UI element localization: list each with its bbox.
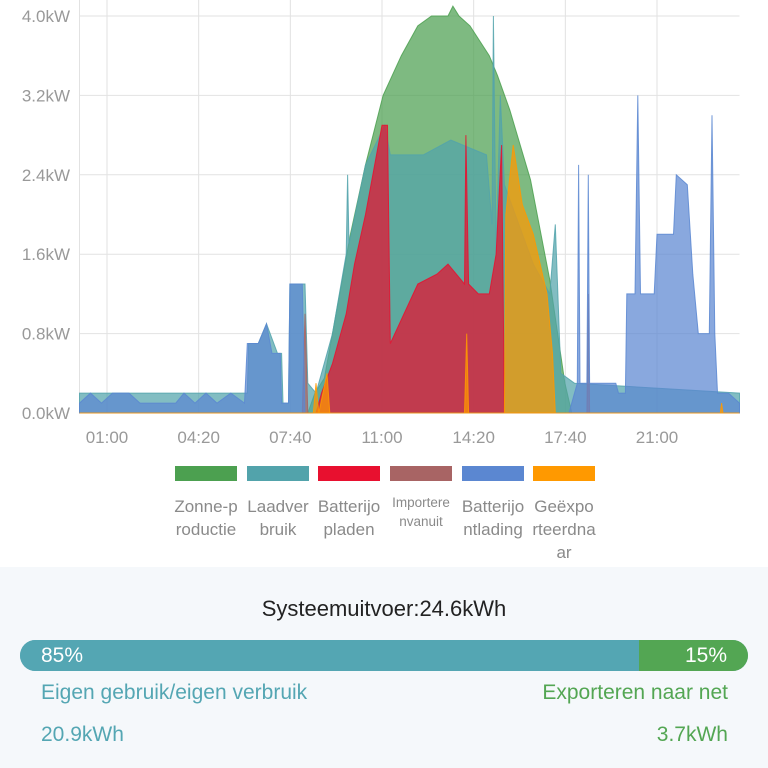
- x-axis: 01:00 04:20 07:40 11:00 14:20 17:40 21:00: [86, 428, 679, 447]
- legend-swatch: [318, 466, 380, 481]
- y-tick-label: 0.0kW: [22, 404, 70, 423]
- legend-label: Batterijontlading: [461, 497, 525, 539]
- export-percent: 15%: [684, 644, 727, 667]
- series-area-batterij-opladen: [79, 124, 740, 414]
- y-tick-label: 4.0kW: [22, 7, 70, 26]
- x-tick-label: 04:20: [177, 428, 220, 447]
- y-tick-label: 0.8kW: [22, 325, 70, 344]
- y-tick-label: 3.2kW: [22, 86, 70, 105]
- series-area-batterijontlading: [79, 95, 740, 414]
- system-output-title: Systeemuitvoer:24.6kWh: [261, 596, 507, 621]
- legend-swatch: [462, 466, 524, 481]
- legend-label: Importerenvanuit: [392, 495, 450, 529]
- x-tick-label: 07:40: [269, 428, 312, 447]
- power-chart: 0.0kW 0.8kW 1.6kW 2.4kW 3.2kW 4.0kW 01:00 04:2…: [22, 0, 740, 447]
- legend-item-export[interactable]: Geëxporteerdnaar: [528, 466, 600, 564]
- y-tick-label: 1.6kW: [22, 245, 70, 264]
- legend-item-battery-discharge[interactable]: Batterijontlading: [457, 466, 529, 541]
- x-tick-label: 17:40: [544, 428, 587, 447]
- legend-swatch: [175, 466, 237, 481]
- series-areas: [79, 5, 740, 414]
- legend-item-solar[interactable]: Zonne-productie: [170, 466, 242, 541]
- legend: Zonne-productie Laadverbruik Batterijopl…: [0, 466, 768, 566]
- legend-swatch: [390, 466, 452, 481]
- legend-item-import[interactable]: Importerenvanuit: [385, 466, 457, 531]
- series-area-ge-xporteerd-naar: [79, 144, 740, 414]
- self-use-percent: 85%: [41, 644, 84, 667]
- legend-item-load[interactable]: Laadverbruik: [242, 466, 314, 541]
- self-use-label: Eigen gebruik/eigen verbruik: [41, 681, 308, 704]
- legend-label: Batterijopladen: [317, 497, 381, 539]
- x-tick-label: 21:00: [636, 428, 679, 447]
- usage-ratio-bar: 85% 15%: [20, 640, 748, 671]
- x-tick-label: 11:00: [361, 428, 402, 447]
- y-axis: 0.0kW 0.8kW 1.6kW 2.4kW 3.2kW 4.0kW: [22, 7, 70, 423]
- legend-swatch: [533, 466, 595, 481]
- export-segment: [638, 640, 748, 671]
- summary-panel: Systeemuitvoer:24.6kWh 85% 15% Eigen geb…: [0, 567, 768, 768]
- legend-swatch: [247, 466, 309, 481]
- export-value: 3.7kWh: [656, 723, 728, 746]
- x-tick-label: 14:20: [452, 428, 495, 447]
- x-tick-label: 01:00: [86, 428, 129, 447]
- export-label: Exporteren naar net: [542, 681, 728, 704]
- self-use-segment: [20, 640, 639, 671]
- legend-label: Zonne-productie: [174, 497, 238, 539]
- self-use-value: 20.9kWh: [41, 723, 124, 746]
- y-tick-label: 2.4kW: [22, 166, 70, 185]
- legend-label: Geëxporteerdnaar: [532, 497, 596, 562]
- legend-label: Laadverbruik: [247, 497, 309, 539]
- legend-item-battery-charge[interactable]: Batterijopladen: [313, 466, 385, 541]
